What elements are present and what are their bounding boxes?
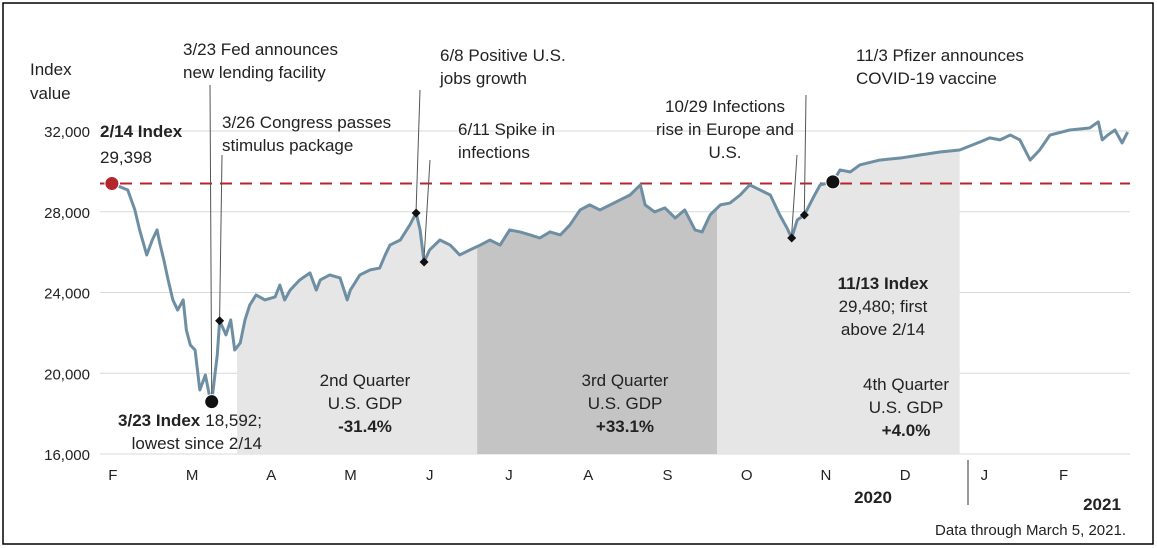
diamond-marker bbox=[799, 210, 809, 220]
x-tick-label: M bbox=[344, 467, 357, 484]
quarter-label: 4th Quarter bbox=[863, 375, 949, 394]
x-tick-label: J bbox=[981, 467, 989, 484]
x-tick-label: J bbox=[426, 467, 434, 484]
x-tick-label: F bbox=[108, 467, 117, 484]
year-label: 2021 bbox=[1083, 495, 1121, 514]
point-marker bbox=[204, 394, 220, 410]
annotation-text: infections bbox=[458, 143, 530, 162]
leader-line bbox=[209, 84, 213, 398]
annotation-text: stimulus package bbox=[222, 136, 353, 155]
y-axis-title: value bbox=[30, 84, 71, 103]
leader-line bbox=[791, 154, 798, 235]
point-marker bbox=[104, 176, 120, 192]
annotation-text: 10/29 Infections bbox=[665, 97, 785, 116]
annotation-title: 3/23 Index bbox=[118, 411, 201, 430]
quarter-label: 3rd Quarter bbox=[582, 371, 669, 390]
x-tick-label: F bbox=[1059, 467, 1068, 484]
x-tick-label: O bbox=[741, 467, 753, 484]
year-label: 2020 bbox=[854, 488, 892, 507]
y-tick-label: 32,000 bbox=[44, 124, 90, 141]
x-tick-label: M bbox=[186, 467, 199, 484]
annotation-text: 29,480; first bbox=[839, 297, 928, 316]
x-tick-label: A bbox=[583, 467, 593, 484]
diamond-marker bbox=[419, 257, 429, 267]
y-tick-label: 16,000 bbox=[44, 447, 90, 464]
leader-line bbox=[219, 154, 223, 317]
annotation-text: 3/23 Fed announces bbox=[183, 40, 338, 59]
x-tick-label: J bbox=[505, 467, 513, 484]
annotation-text: COVID-19 vaccine bbox=[856, 69, 997, 88]
leader-line bbox=[415, 89, 421, 209]
annotation-text: lowest since 2/14 bbox=[132, 434, 262, 453]
quarter-label: U.S. GDP bbox=[588, 394, 663, 413]
annotation-text: rise in Europe and bbox=[656, 120, 794, 139]
annotation-text: new lending facility bbox=[183, 63, 326, 82]
quarter-label: +33.1% bbox=[596, 417, 654, 436]
series-line bbox=[111, 120, 1129, 404]
x-tick-label: D bbox=[900, 467, 911, 484]
leader-line bbox=[423, 159, 431, 259]
annotation-text: 29,398 bbox=[100, 148, 152, 167]
point-marker bbox=[825, 174, 841, 190]
x-tick-label: A bbox=[266, 467, 276, 484]
y-axis-title: Index bbox=[30, 60, 72, 79]
y-tick-label: 24,000 bbox=[44, 286, 90, 303]
y-tick-label: 20,000 bbox=[44, 366, 90, 383]
annotation-label: 3/23 Index 18,592; bbox=[118, 411, 262, 430]
quarter-label: -31.4% bbox=[338, 417, 392, 436]
diamond-marker bbox=[411, 208, 421, 218]
diamond-marker bbox=[215, 316, 225, 326]
y-tick-label: 28,000 bbox=[44, 205, 90, 222]
annotation-text: 11/3 Pfizer announces bbox=[856, 46, 1024, 65]
annotation-title: 11/13 Index bbox=[838, 274, 929, 293]
annotation-text: 6/8 Positive U.S. bbox=[440, 46, 566, 65]
annotation-text: 6/11 Spike in bbox=[458, 120, 555, 139]
annotation-text: 3/26 Congress passes bbox=[222, 113, 391, 132]
quarter-label: 2nd Quarter bbox=[320, 371, 411, 390]
quarter-label: +4.0% bbox=[882, 421, 931, 440]
annotation-text: jobs growth bbox=[439, 69, 527, 88]
x-tick-label: S bbox=[662, 467, 672, 484]
diamond-marker bbox=[787, 233, 797, 243]
annotation-text: U.S. bbox=[708, 143, 741, 162]
annotation-title: 2/14 Index bbox=[100, 122, 183, 141]
footnote: Data through March 5, 2021. bbox=[935, 522, 1126, 539]
leader-line bbox=[803, 94, 807, 211]
x-tick-label: N bbox=[821, 467, 832, 484]
annotation-text: above 2/14 bbox=[841, 320, 925, 339]
quarter-label: U.S. GDP bbox=[328, 394, 403, 413]
quarter-label: U.S. GDP bbox=[869, 398, 944, 417]
annotation-text: 18,592; bbox=[205, 411, 262, 430]
